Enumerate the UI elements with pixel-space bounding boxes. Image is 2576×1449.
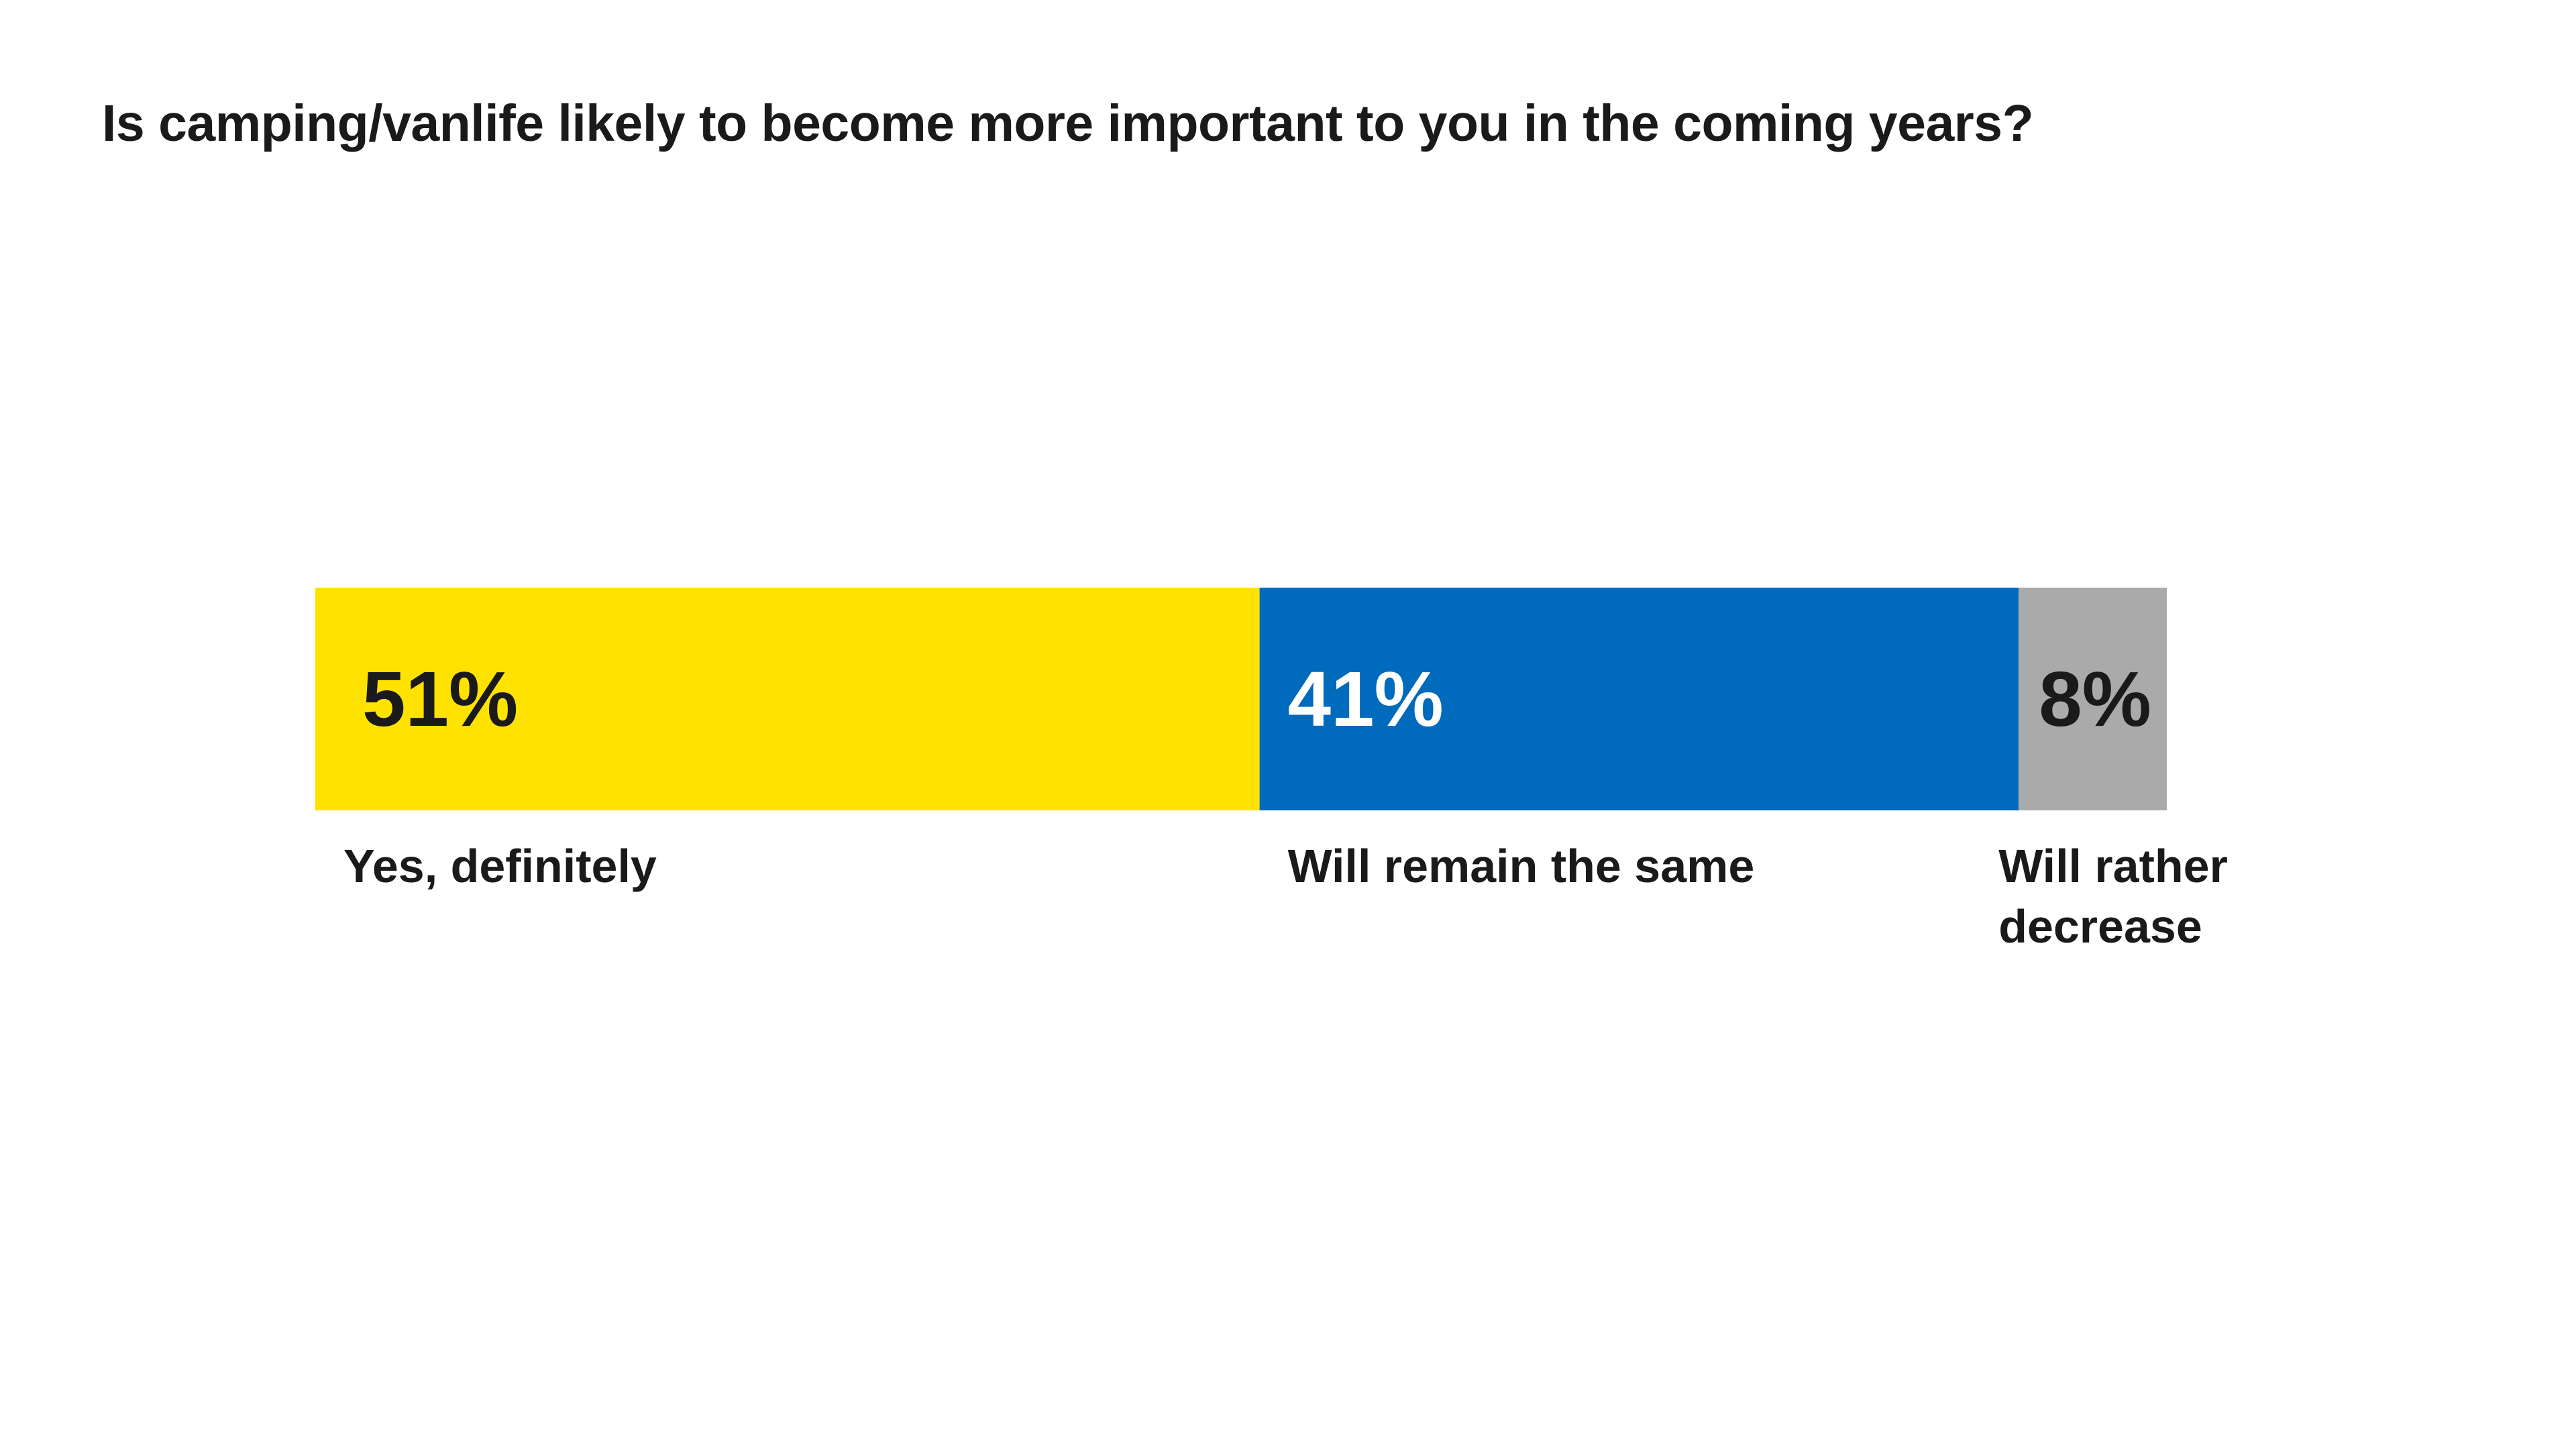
value-label-will-remain-the-same: 41%: [1288, 655, 1444, 743]
category-label-line: decrease: [1998, 900, 2202, 953]
bar-segment-yes-definitely: [315, 588, 1260, 810]
category-label-yes-definitely: Yes, definitely: [343, 840, 657, 892]
value-label-will-rather-decrease: 8%: [2039, 655, 2151, 743]
category-label-will-rather-decrease: Will rather decrease: [1998, 840, 2228, 953]
category-label-line: Will rather: [1998, 840, 2228, 892]
value-label-yes-definitely: 51%: [362, 655, 518, 743]
category-label-line: Yes, definitely: [343, 840, 657, 892]
chart-title: Is camping/vanlife likely to become more…: [102, 95, 2034, 152]
category-label-line: Will remain the same: [1288, 840, 1755, 892]
bar-segment-will-rather-decrease: [2019, 588, 2167, 810]
category-label-will-remain-the-same: Will remain the same: [1288, 840, 1755, 892]
bar-segment-will-remain-the-same: [1259, 588, 2019, 810]
